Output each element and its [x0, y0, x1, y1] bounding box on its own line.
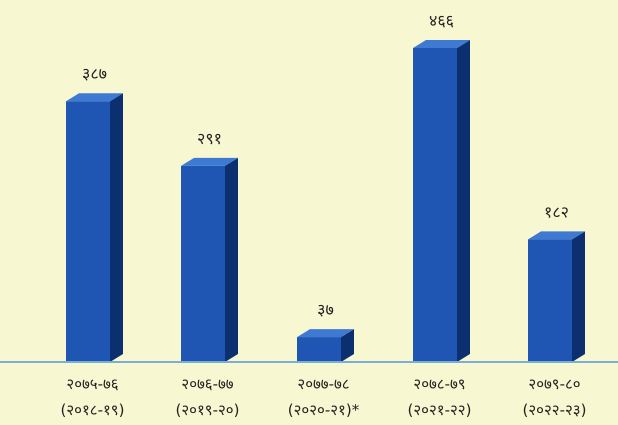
- bar-2: [181, 157, 238, 362]
- bar-5: [528, 231, 585, 362]
- value-label: ४६६: [429, 11, 454, 30]
- bar-side-face: [572, 231, 585, 362]
- bar-side-face: [341, 329, 354, 362]
- category-label-fiscal-year: २०७७-७८: [297, 375, 349, 393]
- bar-top-face: [413, 40, 470, 48]
- category-label-ad-year: (२०१९-२०): [176, 401, 240, 419]
- value-label: २९१: [197, 129, 222, 148]
- bar-1: [66, 93, 123, 363]
- value-label: ३७: [317, 300, 334, 319]
- category-label-ad-year: (२०२१-२२): [408, 401, 472, 419]
- bar-front-face: [528, 239, 572, 362]
- category-label-fiscal-year: २०७८-७९: [413, 375, 465, 393]
- bar-front-face: [413, 48, 457, 362]
- bar-3: [297, 329, 354, 362]
- value-label: १८२: [544, 202, 569, 221]
- bar-side-face: [457, 40, 470, 362]
- bar-side-face: [110, 93, 123, 363]
- bar-front-face: [297, 337, 341, 362]
- value-label: ३८७: [82, 64, 107, 83]
- category-labels-group: २०७५-७६ (२०१८-१९) २०७६-७७ (२०१९-२०) २०७७-७८ (…: [61, 375, 587, 419]
- bar-front-face: [181, 165, 225, 362]
- bar-top-face: [528, 231, 585, 240]
- category-label-ad-year: (२०२२-२३): [523, 401, 587, 419]
- bar-front-face: [66, 101, 110, 363]
- category-label-ad-year: (२०१८-१९): [61, 401, 125, 419]
- category-label-ad-year: (२०२०-२१)*: [288, 401, 360, 419]
- category-label-fiscal-year: २०७६-७७: [181, 375, 233, 393]
- bar-top-face: [181, 157, 238, 166]
- value-labels-group: ३८७ २९१ ३७ ४६६ १८२: [82, 11, 569, 319]
- bar-top-face: [66, 93, 123, 102]
- bars-group: [66, 40, 585, 363]
- bar-side-face: [225, 157, 238, 362]
- bar-top-face: [297, 329, 354, 338]
- bar-4: [413, 40, 470, 362]
- category-label-fiscal-year: २०७५-७६: [66, 375, 118, 393]
- category-label-fiscal-year: २०७९-८०: [528, 375, 580, 393]
